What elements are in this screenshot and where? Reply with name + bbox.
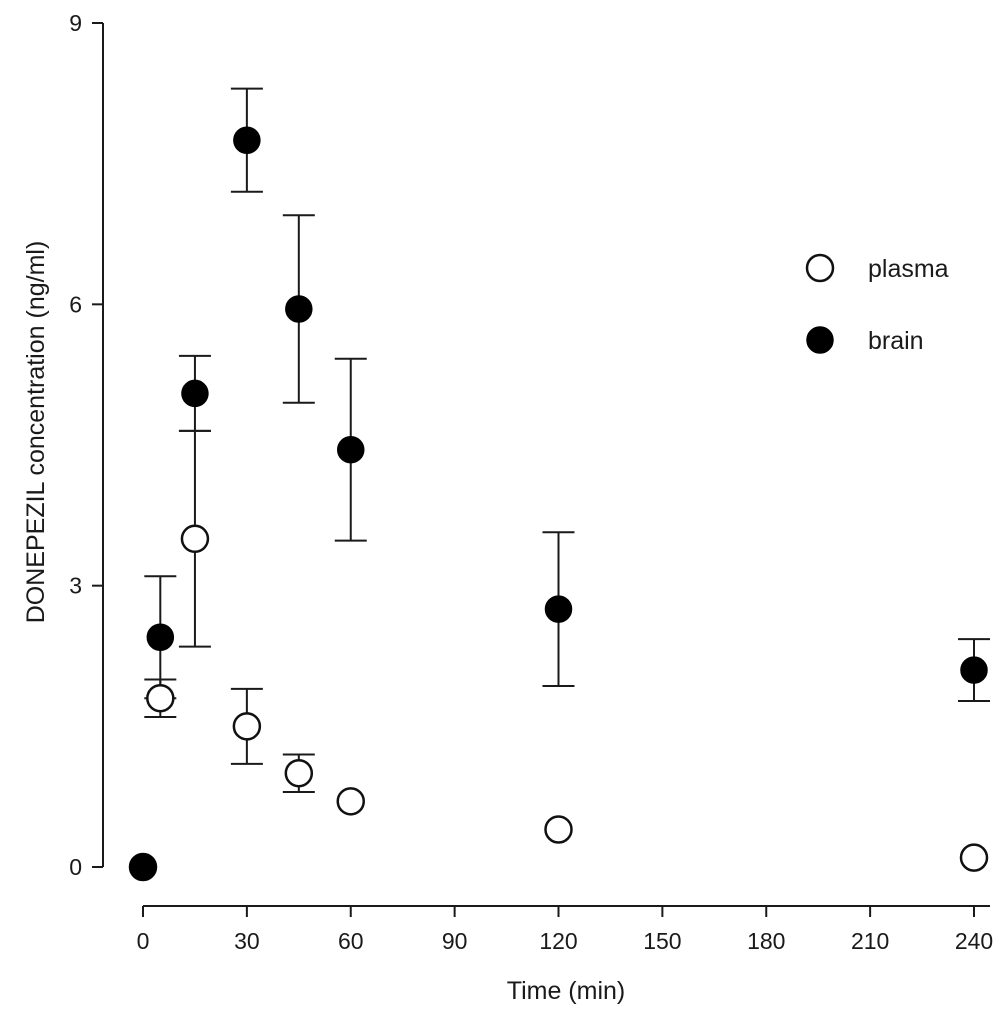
brain-point xyxy=(285,295,313,323)
brain-point xyxy=(233,126,261,154)
x-tick-label: 150 xyxy=(643,928,681,954)
x-tick-label: 210 xyxy=(851,928,889,954)
brain-point xyxy=(181,379,209,408)
brain-point xyxy=(146,623,175,651)
x-axis-title: Time (min) xyxy=(507,977,626,1005)
x-tick-label: 180 xyxy=(747,928,785,954)
x-tick-label: 60 xyxy=(338,928,364,954)
brain-point xyxy=(129,853,157,881)
brain-point xyxy=(337,435,365,464)
y-tick-label: 6 xyxy=(69,291,82,317)
y-tick-label: 9 xyxy=(69,10,82,36)
x-tick-label: 90 xyxy=(442,928,468,954)
legend: plasma brain xyxy=(805,253,949,355)
x-tick-label: 0 xyxy=(137,928,150,954)
x-tick-label: 30 xyxy=(234,928,260,954)
plasma-point xyxy=(146,683,175,713)
y-tick-label: 3 xyxy=(69,573,82,599)
plasma-point xyxy=(959,843,989,872)
plasma-point xyxy=(232,712,262,741)
legend-label-brain: brain xyxy=(868,327,924,355)
legend-label-plasma: plasma xyxy=(868,255,949,283)
plasma-point xyxy=(284,758,314,788)
brain-point xyxy=(960,656,988,684)
plasma-point xyxy=(180,524,210,554)
data-points xyxy=(128,126,989,882)
x-tick-label: 240 xyxy=(955,928,993,954)
y-axis-title: DONEPEZIL concentration (ng/ml) xyxy=(22,241,50,624)
y-tick-label: 0 xyxy=(69,854,82,880)
x-tick-label: 120 xyxy=(539,928,577,954)
plasma-point xyxy=(336,787,365,816)
legend-marker-brain xyxy=(806,326,834,354)
legend-marker-plasma xyxy=(805,253,835,283)
plasma-point xyxy=(544,815,573,844)
error-bars xyxy=(144,87,990,793)
brain-point xyxy=(544,595,573,623)
